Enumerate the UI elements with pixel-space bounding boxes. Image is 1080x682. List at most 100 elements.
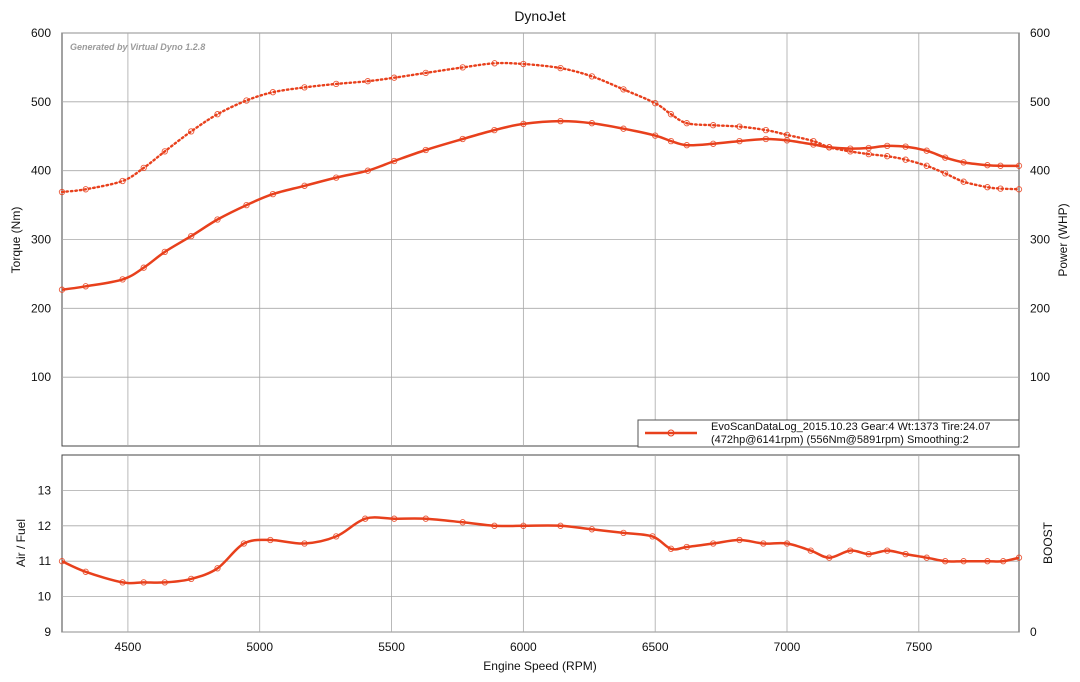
y-right-tick-label: 500: [1030, 95, 1050, 109]
data-point: [364, 78, 371, 85]
bottom-plot-frame: [61, 454, 1020, 633]
y-axis-title-air-fuel: Air / Fuel: [14, 519, 28, 567]
data-point: [588, 73, 596, 80]
data-point: [736, 137, 743, 145]
data-point: [140, 264, 147, 271]
top-grid: [62, 32, 1019, 446]
data-point: [82, 186, 89, 193]
air-fuel-panel: 4500 5000 5500 6000 6500 7000 7500 9 10 11 12 13 0 A…: [14, 454, 1055, 673]
data-point: [333, 533, 340, 540]
data-point: [902, 143, 909, 150]
data-point: [865, 144, 872, 152]
y-axis-title-boost: BOOST: [1041, 521, 1055, 564]
data-point: [810, 137, 817, 145]
top-series: [58, 60, 1023, 293]
legend-marker: [667, 429, 675, 437]
data-point: [667, 545, 675, 552]
data-point: [520, 120, 527, 128]
data-point: [333, 174, 340, 181]
data-point: [588, 120, 596, 127]
data-point: [269, 89, 277, 96]
data-point: [557, 117, 564, 125]
data-point: [652, 132, 659, 139]
y-right-tick-label: 300: [1030, 233, 1050, 247]
data-point: [942, 170, 949, 177]
data-point: [1000, 558, 1007, 565]
data-point: [884, 142, 891, 150]
data-point: [667, 111, 675, 118]
data-point: [762, 135, 770, 143]
data-point: [459, 135, 466, 143]
data-point: [984, 162, 991, 169]
x-tick-label: 7500: [905, 640, 932, 654]
torque-line: [61, 119, 1020, 291]
data-point: [984, 558, 991, 565]
data-point: [188, 575, 195, 583]
data-point: [736, 123, 743, 130]
data-point: [683, 543, 690, 551]
data-point: [188, 232, 195, 240]
data-point: [557, 64, 564, 72]
y-tick-label: 100: [31, 370, 51, 384]
data-point: [942, 558, 949, 565]
data-point: [214, 111, 221, 118]
x-tick-label: 7000: [774, 640, 801, 654]
data-point: [188, 128, 195, 135]
x-tick-label: 6500: [642, 640, 669, 654]
data-point: [301, 182, 308, 189]
data-point: [620, 529, 627, 537]
data-point: [588, 526, 596, 533]
y-right-tick-label: 400: [1030, 164, 1050, 178]
y-right-tick-label: 0: [1030, 625, 1037, 639]
y-axis-title-power: Power (WHP): [1056, 203, 1070, 276]
data-point: [960, 159, 967, 166]
data-point: [884, 153, 891, 160]
power-line: [60, 61, 1021, 194]
data-point: [923, 147, 930, 154]
legend-line-1: EvoScanDataLog_2015.10.23 Gear:4 Wt:1373…: [711, 421, 990, 433]
data-point: [1015, 162, 1023, 169]
data-point: [997, 185, 1004, 192]
data-point: [214, 565, 221, 572]
data-point: [243, 97, 250, 104]
data-point: [391, 74, 398, 81]
data-point: [826, 554, 833, 561]
data-point: [762, 126, 770, 134]
data-point: [783, 131, 791, 139]
bottom-series: [58, 515, 1023, 586]
data-point: [923, 162, 930, 169]
data-point: [826, 144, 833, 151]
data-point: [140, 164, 147, 172]
data-point: [301, 540, 308, 547]
y-axis-title-torque: Torque (Nm): [9, 207, 23, 274]
air-fuel-line: [61, 516, 1020, 585]
data-point: [847, 547, 854, 554]
data-point: [667, 137, 675, 145]
x-tick-label: 6000: [510, 640, 537, 654]
data-point: [902, 550, 909, 558]
data-point: [459, 64, 466, 71]
data-point: [364, 167, 371, 174]
data-point: [119, 579, 126, 586]
data-point: [557, 522, 564, 529]
data-point: [942, 154, 949, 161]
data-point: [520, 522, 527, 529]
data-point: [960, 178, 967, 185]
data-point: [301, 84, 308, 91]
data-point: [710, 140, 717, 147]
data-point: [620, 86, 627, 93]
data-point: [865, 150, 872, 158]
data-point: [119, 276, 126, 283]
data-point: [161, 248, 168, 256]
y-tick-label: 200: [31, 301, 51, 315]
chart-title: DynoJet: [514, 8, 565, 24]
torque-power-panel: 4500500055006000650070007500100100200200…: [9, 26, 1070, 468]
y-tick-label: 10: [38, 590, 52, 604]
data-point: [391, 515, 398, 522]
data-point: [391, 157, 398, 165]
data-point: [422, 515, 429, 522]
x-axis-title: Engine Speed (RPM): [483, 659, 596, 673]
data-point: [161, 148, 168, 155]
data-point: [140, 579, 147, 586]
